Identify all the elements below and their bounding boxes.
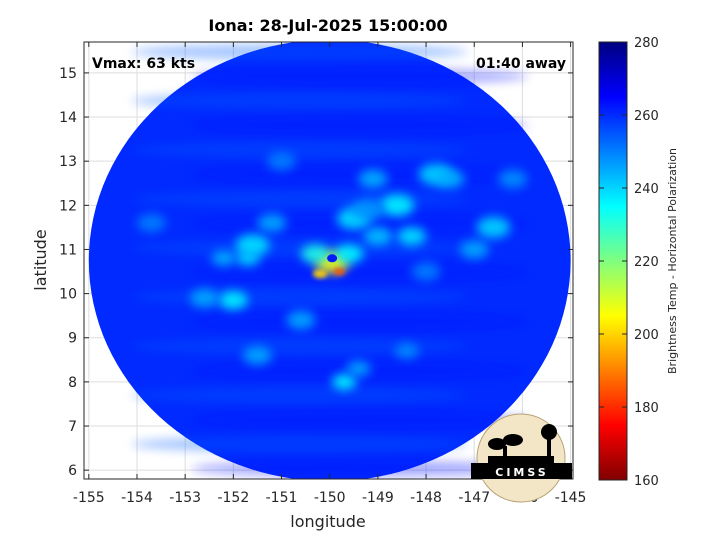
convection-feature bbox=[332, 374, 357, 390]
y-tick-label: 12 bbox=[59, 198, 77, 214]
convection-feature bbox=[363, 226, 393, 246]
convection-feature bbox=[235, 234, 270, 256]
swath-group bbox=[88, 42, 571, 479]
convection-feature bbox=[411, 262, 441, 281]
x-tick-label: -150 bbox=[314, 490, 346, 506]
convection-feature bbox=[351, 198, 386, 221]
convection-feature bbox=[380, 194, 415, 217]
scan-band bbox=[191, 313, 529, 330]
y-tick-label: 6 bbox=[68, 463, 77, 479]
logo-banner bbox=[471, 463, 572, 479]
x-tick-label: -154 bbox=[121, 490, 153, 506]
convection-feature bbox=[394, 343, 419, 359]
y-tick-label: 13 bbox=[59, 154, 77, 170]
x-tick-label: -148 bbox=[410, 490, 442, 506]
convection-feature bbox=[136, 213, 166, 233]
colorbar-tick-label: 180 bbox=[634, 401, 659, 416]
convection-feature bbox=[312, 269, 328, 279]
convection-feature bbox=[242, 346, 272, 365]
scan-band bbox=[131, 338, 469, 355]
chart-title: Iona: 28-Jul-2025 15:00:00 bbox=[208, 16, 447, 35]
y-tick-label: 7 bbox=[68, 419, 77, 435]
scan-band bbox=[131, 387, 469, 404]
scan-band bbox=[191, 68, 529, 85]
x-tick-label: -145 bbox=[555, 490, 587, 506]
x-tick-label: -151 bbox=[266, 490, 298, 506]
scan-band bbox=[191, 264, 529, 281]
time-away-annotation: 01:40 away bbox=[476, 56, 566, 72]
x-tick-label: -149 bbox=[362, 490, 394, 506]
colorbar-ticks: 160 180 200 220 240 260 280 bbox=[599, 36, 659, 489]
y-tick-label: 10 bbox=[59, 287, 77, 303]
y-axis-ticks: 6 7 8 9 10 11 12 13 14 15 bbox=[59, 66, 573, 479]
convection-feature bbox=[211, 250, 236, 267]
colorbar-tick-label: 240 bbox=[634, 182, 659, 197]
scan-band bbox=[131, 289, 469, 306]
colorbar-tick-label: 280 bbox=[634, 36, 659, 51]
y-tick-label: 9 bbox=[68, 331, 77, 347]
y-axis-label: latitude bbox=[31, 229, 50, 290]
convection-feature bbox=[218, 290, 248, 310]
scan-band bbox=[131, 92, 469, 109]
logo-building bbox=[488, 456, 554, 466]
colorbar-tick-label: 160 bbox=[634, 474, 659, 489]
convection-feature bbox=[189, 288, 219, 308]
logo-dish-stand bbox=[503, 446, 507, 462]
convection-feature bbox=[346, 360, 371, 377]
convection-feature bbox=[300, 244, 330, 264]
convection-feature bbox=[358, 169, 388, 189]
scan-band bbox=[191, 460, 529, 477]
y-tick-label: 14 bbox=[59, 110, 77, 126]
convection-feature bbox=[286, 310, 316, 330]
scan-band bbox=[131, 436, 469, 453]
logo-dish-middle bbox=[503, 434, 523, 446]
y-tick-label: 11 bbox=[59, 242, 77, 258]
x-axis-ticks: -155-154-153-152-151-150-149-148-147-146… bbox=[73, 42, 587, 506]
colorbar-tick-label: 200 bbox=[634, 328, 659, 343]
storm-eye bbox=[327, 254, 338, 263]
convection-feature bbox=[435, 169, 465, 189]
x-tick-label: -153 bbox=[169, 490, 201, 506]
logo-water-tower-leg bbox=[547, 438, 551, 466]
convection-feature bbox=[334, 244, 364, 264]
scan-band bbox=[131, 43, 469, 60]
y-tick-label: 8 bbox=[68, 375, 77, 391]
convection-feature bbox=[257, 213, 287, 233]
vmax-annotation: Vmax: 63 kts bbox=[92, 56, 195, 72]
convection-feature bbox=[498, 169, 528, 189]
colorbar-label: Brightness Temp - Horizontal Polarizatio… bbox=[666, 148, 679, 374]
logo-dish-left bbox=[488, 438, 506, 450]
scan-band bbox=[191, 117, 529, 134]
convection-features bbox=[136, 151, 528, 390]
x-tick-label: -152 bbox=[217, 490, 249, 506]
colorbar-tick-label: 220 bbox=[634, 255, 659, 270]
scan-band bbox=[191, 411, 529, 428]
convection-feature bbox=[333, 267, 346, 276]
x-axis-label: longitude bbox=[290, 512, 365, 531]
convection-feature bbox=[397, 226, 427, 246]
plot-border bbox=[83, 41, 574, 480]
x-tick-label: -147 bbox=[458, 490, 490, 506]
convection-feature bbox=[476, 216, 511, 239]
scan-band bbox=[131, 190, 469, 207]
scan-band bbox=[131, 141, 469, 158]
x-tick-label: -155 bbox=[73, 490, 105, 506]
convection-feature bbox=[267, 151, 296, 171]
colorbar-tick-label: 260 bbox=[634, 109, 659, 124]
convection-feature bbox=[459, 240, 489, 259]
colorbar: 160 180 200 220 240 260 280 Brightness Temp - … bbox=[598, 36, 679, 489]
convection-feature bbox=[235, 250, 260, 267]
logo-water-tower-tank bbox=[541, 424, 557, 440]
cimss-logo: CIMSS bbox=[471, 413, 572, 503]
logo-text: CIMSS bbox=[495, 466, 548, 479]
y-tick-label: 15 bbox=[59, 66, 77, 82]
